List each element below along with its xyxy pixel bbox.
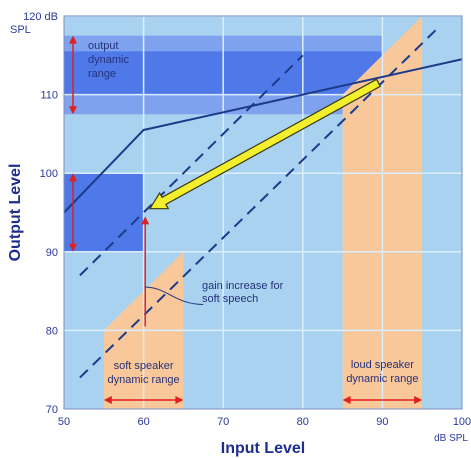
x-tick-label: 60: [137, 416, 149, 428]
output-range-arrow-upper-head-bottom: [69, 106, 77, 115]
soft-range-arrow-head-left: [103, 396, 112, 404]
gain-callout-line: [145, 286, 204, 305]
anno-gain-increase: soft speech: [202, 293, 258, 305]
output-band-lower: [64, 173, 144, 252]
x-tick-label: 80: [297, 416, 309, 428]
soft-range-arrow-head-right: [175, 396, 184, 404]
loud-range-arrow-head-left: [342, 396, 351, 404]
anno-loud-speaker: dynamic range: [346, 373, 418, 385]
anno-loud-speaker: loud speaker: [351, 359, 414, 371]
compression-arrow: [148, 78, 382, 210]
x-tick-label: 70: [217, 416, 229, 428]
y-axis-title: Output Level: [7, 164, 24, 262]
y-tick-label: 110: [40, 90, 58, 102]
x-tick-label: 90: [376, 416, 388, 428]
anno-soft-speaker: dynamic range: [108, 374, 180, 386]
x-axis-title: Input Level: [221, 440, 305, 457]
plot-frame: [63, 15, 463, 410]
y-tick-label: 90: [46, 247, 58, 259]
loud-range-arrow-head-right: [414, 396, 423, 404]
anno-output-range: range: [88, 68, 116, 80]
output-range-arrow-lower-head-bottom: [69, 243, 77, 252]
y-unit-label-top: 120 dB: [23, 11, 58, 23]
output-range-arrow-upper-head-top: [69, 35, 77, 44]
series-line-2: [79, 54, 304, 277]
y-unit-label-bottom: SPL: [10, 24, 31, 36]
gain-arrow-head: [141, 216, 150, 225]
y-tick-label: 80: [46, 325, 58, 337]
x-unit-label: dB SPL: [434, 433, 468, 444]
anno-soft-speaker: soft speaker: [114, 360, 174, 372]
anno-output-range: dynamic: [88, 54, 129, 66]
output-range-arrow-lower-head-top: [69, 173, 77, 182]
x-tick-label: 50: [58, 416, 70, 428]
anno-gain-increase: gain increase for: [202, 280, 284, 292]
anno-output-range: output: [88, 40, 119, 52]
y-tick-label: 70: [46, 404, 58, 416]
series-line-0: [64, 58, 462, 214]
y-tick-label: 100: [40, 168, 58, 180]
x-tick-label: 100: [453, 416, 471, 428]
